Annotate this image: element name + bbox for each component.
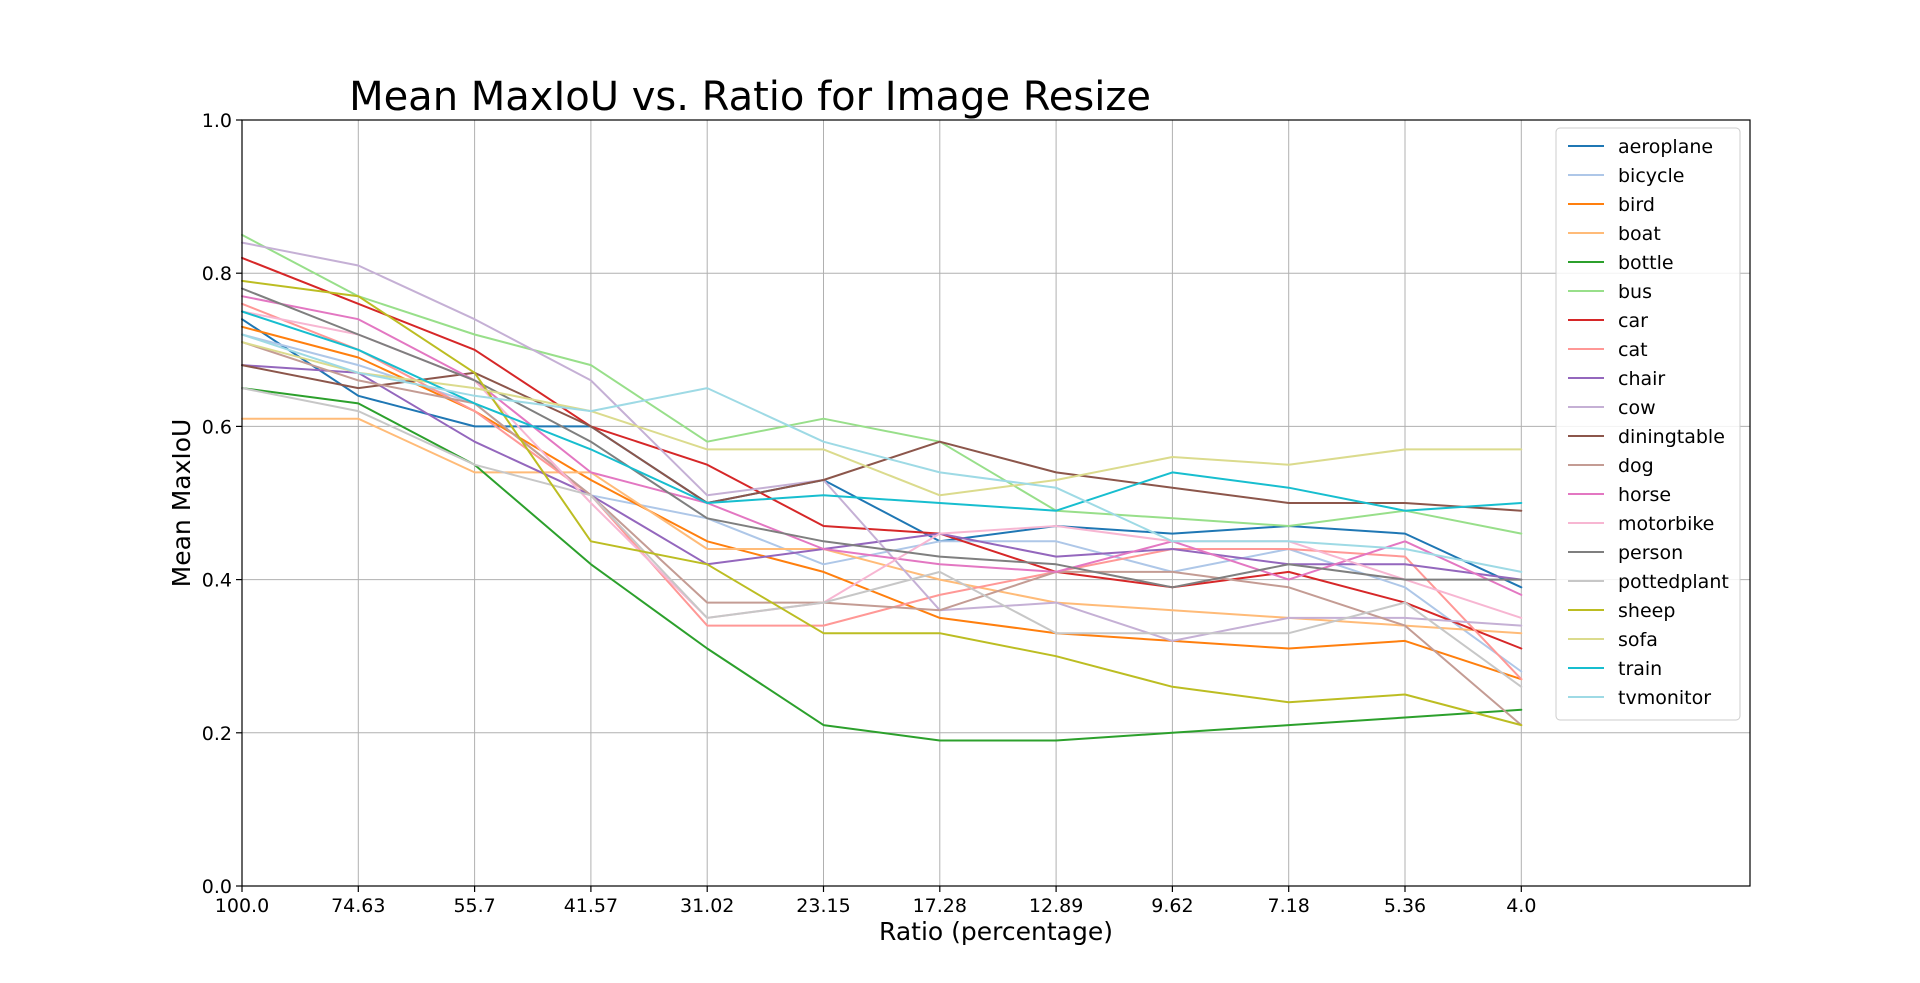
- series-line-bottle: [241, 387, 1523, 742]
- series-line-bicycle: [241, 333, 1523, 673]
- x-tick-label: 55.7: [453, 895, 495, 917]
- series-line-sofa: [241, 341, 1523, 497]
- series-line-cat: [241, 302, 1523, 681]
- series-line-motorbike: [241, 310, 1523, 619]
- legend-label: train: [1618, 658, 1662, 680]
- series-line-diningtable: [241, 364, 1523, 512]
- plot-frame: [241, 119, 1751, 887]
- x-tick-label: 41.57: [564, 895, 618, 917]
- x-tick-label: 74.63: [331, 895, 385, 917]
- series-line-dog: [241, 341, 1523, 727]
- chart-title: Mean MaxIoU vs. Ratio for Image Resize: [349, 74, 1151, 120]
- x-tick-label: 9.62: [1151, 895, 1193, 917]
- series-line-train: [241, 310, 1523, 512]
- series-line-boat: [241, 417, 1523, 635]
- x-tick-label: 100.0: [215, 895, 269, 917]
- x-tick-label: 12.89: [1029, 895, 1083, 917]
- legend-label: bottle: [1618, 252, 1674, 274]
- series-line-sheep: [241, 279, 1523, 727]
- legend-label: sofa: [1618, 629, 1658, 651]
- series-line-chair: [241, 364, 1523, 581]
- series-line-pottedplant: [241, 387, 1523, 688]
- legend-label: pottedplant: [1618, 571, 1729, 593]
- legend-label: tvmonitor: [1618, 687, 1711, 709]
- series-line-cow: [241, 241, 1523, 642]
- x-axis: 100.0 74.63 55.7 41.57 31.02 23.15 17.28 12.89 9…: [215, 886, 1536, 917]
- legend-label: bird: [1618, 194, 1655, 216]
- legend-label: bus: [1618, 281, 1652, 303]
- series-line-bird: [241, 325, 1523, 681]
- series-line-aeroplane: [241, 318, 1523, 589]
- legend-label: car: [1618, 310, 1648, 332]
- y-tick-label: 0.2: [202, 723, 232, 745]
- y-tick-label: 0.0: [202, 876, 232, 898]
- legend-label: dog: [1618, 455, 1654, 477]
- grid-lines: [241, 119, 1750, 887]
- y-tick-label: 1.0: [202, 110, 232, 132]
- y-tick-label: 0.6: [202, 416, 232, 438]
- legend-label: motorbike: [1618, 513, 1714, 535]
- y-axis: 0.0 0.2 0.4 0.6 0.8 1.0: [202, 110, 242, 898]
- legend-label: boat: [1618, 223, 1661, 245]
- x-tick-label: 4.0: [1506, 895, 1536, 917]
- x-tick-label: 23.15: [796, 895, 850, 917]
- series-line-car: [241, 256, 1523, 650]
- legend-label: diningtable: [1618, 426, 1725, 448]
- series-line-tvmonitor: [241, 333, 1523, 573]
- y-axis-label: Mean MaxIoU: [167, 419, 196, 588]
- series-line-bus: [241, 233, 1523, 535]
- legend-label: bicycle: [1618, 165, 1684, 187]
- legend-label: horse: [1618, 484, 1671, 506]
- legend-label: sheep: [1618, 600, 1675, 622]
- y-tick-label: 0.8: [202, 263, 232, 285]
- legend-label: aeroplane: [1618, 136, 1713, 158]
- x-axis-label: Ratio (percentage): [879, 917, 1113, 946]
- legend: aeroplane bicycle bird boat bottle bus car cat c…: [1555, 127, 1741, 721]
- y-tick-label: 0.4: [202, 570, 232, 592]
- legend-label: chair: [1618, 368, 1665, 390]
- x-tick-label: 31.02: [680, 895, 734, 917]
- legend-label: cat: [1618, 339, 1648, 361]
- legend-label: person: [1618, 542, 1683, 564]
- x-tick-label: 17.28: [913, 895, 967, 917]
- legend-box: [1555, 127, 1741, 721]
- series-line-horse: [241, 295, 1523, 596]
- series-line-person: [241, 287, 1523, 589]
- x-tick-label: 5.36: [1384, 895, 1426, 917]
- series-lines: [241, 233, 1523, 742]
- x-tick-label: 7.18: [1268, 895, 1310, 917]
- legend-label: cow: [1618, 397, 1656, 419]
